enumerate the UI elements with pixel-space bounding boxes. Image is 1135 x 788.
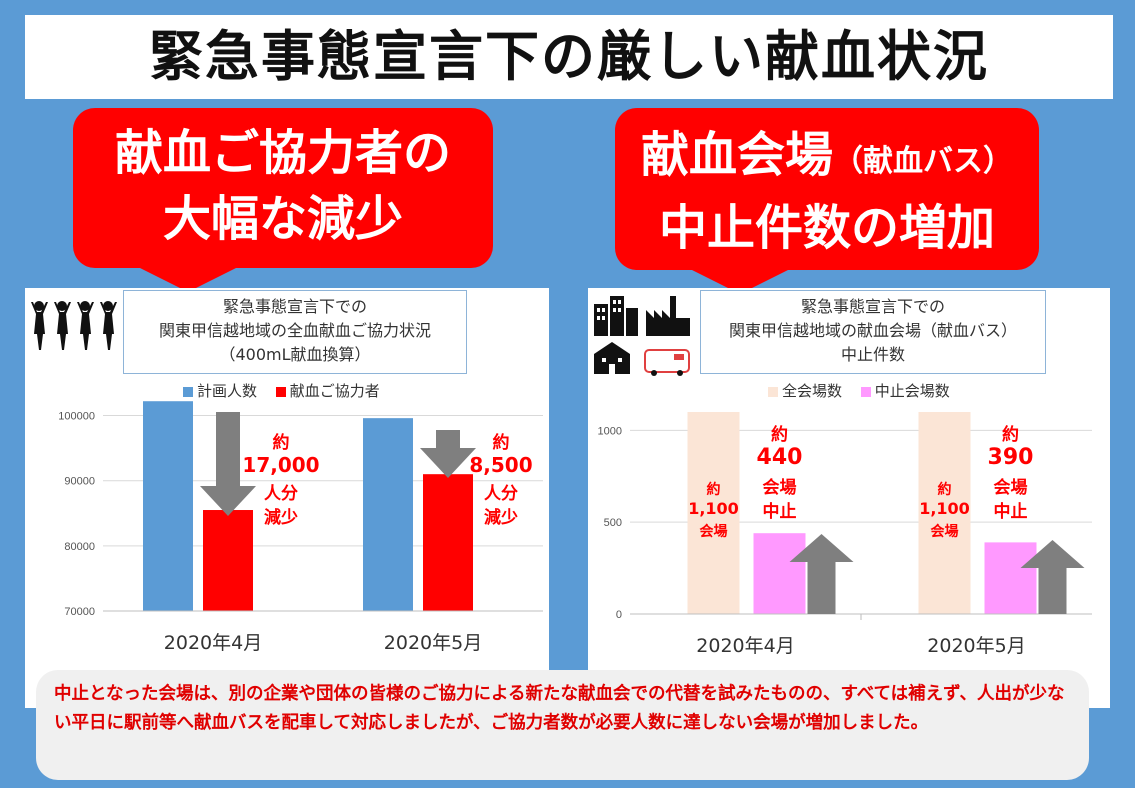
right-chart-x-tick-label: 2020年5月 (927, 635, 1025, 657)
right-chart-annotation-2-line2: 390 (988, 445, 1034, 470)
right-chart-bar-a (687, 412, 740, 614)
right-chart-x-tick-label: 2020年4月 (696, 635, 794, 657)
right-chart-title-line2: 関東甲信越地域の献血会場（献血バス） (728, 321, 1017, 340)
right-chart-y-tick-label: 500 (604, 517, 622, 529)
left-chart-annotation-2-line3: 人分 (484, 484, 518, 504)
right-chart-annotation-1-line1: 約 (771, 424, 788, 445)
left-chart-y-tick-label: 70000 (64, 606, 95, 618)
callout-left-line1: 献血ご協力者の (114, 125, 451, 181)
left-chart-bar-b (203, 510, 253, 611)
left-chart-x-tick-label: 2020年4月 (164, 632, 262, 654)
left-chart-annotation-2-line4: 減少 (484, 507, 518, 528)
legend-swatch-cancelled (860, 386, 871, 397)
legend-swatch-donors (275, 386, 286, 397)
right-chart-annotation-1-line3: 会場 (763, 477, 797, 498)
title-bar: 緊急事態宣言下の厳しい献血状況 (25, 15, 1113, 99)
callout-right-line2: 中止件数の増加 (658, 200, 995, 256)
legend-label-donors: 献血ご協力者 (289, 382, 380, 400)
legend-label-planned: 計画人数 (197, 382, 258, 400)
legend-label-all-venues: 全会場数 (782, 382, 843, 400)
right-chart-up-arrow (1020, 540, 1085, 614)
left-chart-annotation-1-line4: 減少 (264, 507, 298, 528)
people-icon (31, 301, 117, 350)
right-chart-total-label-1-line3: 会場 (700, 523, 728, 540)
right-chart-title-line3: 中止件数 (840, 345, 905, 364)
legend-label-cancelled: 中止会場数 (874, 382, 950, 400)
left-chart-annotation-1-line2: 17,000 (242, 453, 319, 477)
left-chart-annotation-2-line2: 8,500 (469, 453, 532, 477)
left-chart-annotation-2-line1: 約 (493, 432, 510, 453)
callout-donor-decrease: 献血ご協力者の 大幅な減少 (73, 108, 493, 268)
left-chart-panel: 緊急事態宣言下での 関東甲信越地域の全血献血ご協力状況 （400mL献血換算） … (25, 288, 549, 708)
left-chart-bar-a (143, 401, 193, 611)
left-chart-y-tick-label: 100000 (58, 411, 95, 423)
right-chart-annotation-2-line1: 約 (1002, 424, 1019, 445)
right-chart-bar-b (984, 542, 1037, 614)
left-chart-title-line2: 関東甲信越地域の全血献血ご協力状況 (158, 321, 431, 340)
left-chart-y-tick-label: 90000 (64, 476, 95, 488)
right-chart-title: 緊急事態宣言下での 関東甲信越地域の献血会場（献血バス） 中止件数 (700, 290, 1046, 374)
right-chart-total-label-2-line3: 会場 (931, 523, 959, 540)
page-title: 緊急事態宣言下の厳しい献血状況 (149, 25, 989, 88)
left-chart-annotation-1-line1: 約 (273, 432, 290, 453)
callout-right-line1-main: 献血会場 (640, 127, 833, 183)
callout-left-line2: 大幅な減少 (162, 191, 403, 247)
left-chart-annotation-1-line3: 人分 (264, 484, 298, 504)
right-chart-panel: 緊急事態宣言下での 関東甲信越地域の献血会場（献血バス） 中止件数 全会場数 中… (588, 288, 1110, 708)
right-chart-total-label-2-line2: 1,100 (919, 499, 970, 518)
left-chart-y-tick-label: 80000 (64, 541, 95, 553)
left-chart-title-line1: 緊急事態宣言下での (222, 297, 367, 316)
callout-left-tail (136, 266, 240, 292)
explanation-note: 中止となった会場は、別の企業や団体の皆様のご協力による新たな献血会での代替を試み… (36, 670, 1089, 780)
right-chart-y-tick-label: 0 (616, 609, 622, 621)
right-chart-total-label-1-line2: 1,100 (688, 499, 739, 518)
right-chart-title-line1: 緊急事態宣言下での (800, 297, 945, 316)
callout-right-line1-small: （献血バス） (833, 144, 1013, 179)
right-chart-bar-b (753, 533, 806, 614)
left-chart-bar-a (363, 418, 413, 611)
left-chart-title: 緊急事態宣言下での 関東甲信越地域の全血献血ご協力状況 （400mL献血換算） (123, 290, 467, 374)
left-chart-legend: 計画人数 献血ご協力者 (169, 380, 380, 401)
right-chart-annotation-1-line2: 440 (757, 445, 803, 470)
left-chart-title-line3: （400mL献血換算） (219, 345, 371, 364)
right-chart-total-label-1-line1: 約 (707, 481, 721, 498)
left-chart-down-arrow (420, 430, 476, 478)
right-chart-bar-a (918, 412, 971, 614)
right-chart-up-arrow (789, 534, 854, 614)
right-chart-annotation-2-line4: 中止 (994, 501, 1028, 522)
buildings-icon (594, 296, 690, 376)
right-chart-legend: 全会場数 中止会場数 (754, 380, 950, 401)
legend-swatch-all-venues (768, 386, 778, 397)
callout-right-line1: 献血会場（献血バス） (615, 122, 1039, 195)
left-chart-down-arrow (200, 412, 256, 516)
right-chart-total-label-2-line1: 約 (938, 481, 952, 498)
legend-swatch-planned (183, 386, 193, 397)
left-chart-bar-b (423, 474, 473, 611)
right-chart-y-tick-label: 1000 (598, 425, 622, 437)
callout-cancellation-increase: 献血会場（献血バス） 中止件数の増加 (615, 108, 1039, 270)
right-chart-annotation-2-line3: 会場 (994, 477, 1028, 498)
right-chart-annotation-1-line4: 中止 (763, 501, 797, 522)
left-chart-x-tick-label: 2020年5月 (384, 632, 482, 654)
